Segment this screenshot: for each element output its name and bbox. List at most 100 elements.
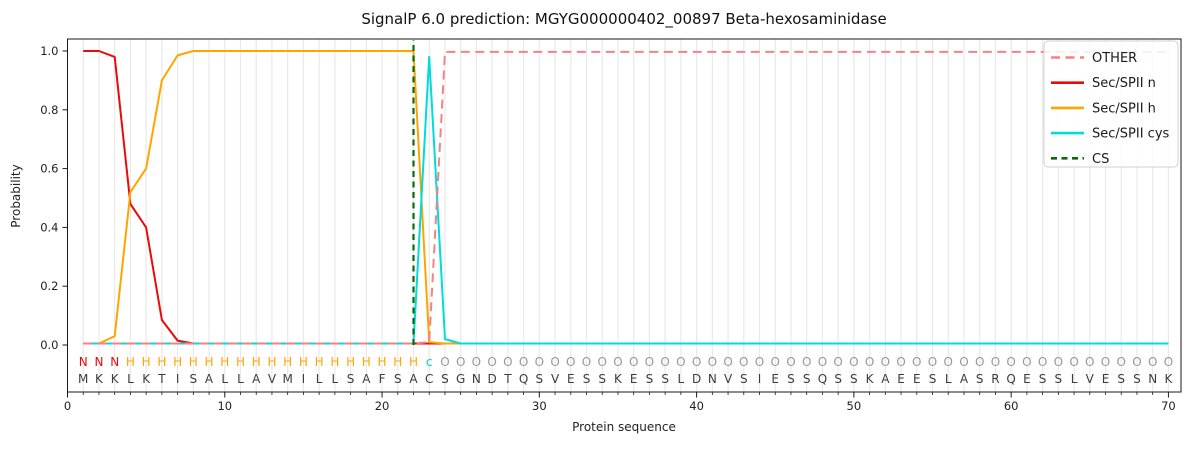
sequence-letter: S — [929, 372, 937, 386]
sequence-letter: K — [1164, 372, 1173, 386]
y-tick-label: 0.6 — [40, 162, 58, 176]
annotation-letter: O — [535, 355, 544, 369]
annotation-letter: O — [613, 355, 622, 369]
annotation-letter: O — [944, 355, 953, 369]
x-tick-label: 60 — [1004, 399, 1019, 413]
sequence-letter: S — [740, 372, 748, 386]
series-line-sec-spii-h — [83, 50, 1169, 345]
sequence-letter: L — [1071, 372, 1078, 386]
sequence-letter: V — [1086, 372, 1095, 386]
annotation-letter: O — [660, 355, 669, 369]
legend-box — [1043, 40, 1179, 168]
sequence-letter: A — [205, 372, 214, 386]
annotation-letter: N — [79, 355, 88, 369]
annotation-letter: H — [173, 355, 182, 369]
sequence-letter: S — [394, 372, 402, 386]
y-tick-label: 0.4 — [40, 220, 58, 234]
annotation-letter: O — [1006, 355, 1015, 369]
x-tick-label: 0 — [64, 399, 71, 413]
annotation-letter: H — [362, 355, 371, 369]
series-line-sec-spii-n — [83, 50, 1169, 345]
annotation-letter: H — [330, 355, 339, 369]
annotation-letter: O — [849, 355, 858, 369]
annotation-letter: H — [409, 355, 418, 369]
sequence-letter: K — [95, 372, 104, 386]
sequence-letter: I — [302, 372, 306, 386]
x-tick-label: 50 — [847, 399, 862, 413]
y-tick-label: 0.0 — [40, 338, 58, 352]
annotation-letter: O — [739, 355, 748, 369]
sequence-letter: S — [803, 372, 811, 386]
annotation-letter: O — [991, 355, 1000, 369]
y-tick-label: 1.0 — [40, 44, 58, 58]
sequence-letter: S — [976, 372, 984, 386]
sequence-letter: S — [441, 372, 449, 386]
sequence-letter: S — [646, 372, 654, 386]
annotation-letter: H — [299, 355, 308, 369]
sequence-letter: K — [111, 372, 120, 386]
sequence-letter: D — [692, 372, 701, 386]
sequence-letter: A — [960, 372, 969, 386]
annotation-letter: c — [426, 355, 433, 369]
annotation-letter: O — [755, 355, 764, 369]
sequence-letter: R — [991, 372, 999, 386]
annotation-letter: H — [189, 355, 198, 369]
sequence-letter: A — [881, 372, 890, 386]
annotation-letter: O — [1132, 355, 1141, 369]
annotation-letter: O — [802, 355, 811, 369]
annotation-letter: O — [582, 355, 591, 369]
annotation-letter: O — [629, 355, 638, 369]
annotation-letter: H — [346, 355, 355, 369]
annotation-letter: O — [692, 355, 701, 369]
annotation-letter: O — [771, 355, 780, 369]
annotation-letter: H — [205, 355, 214, 369]
annotation-letter: H — [252, 355, 261, 369]
sequence-letter: K — [142, 372, 151, 386]
sequence-letter: E — [897, 372, 905, 386]
gridlines — [82, 39, 1170, 392]
plot-border — [67, 38, 1182, 393]
annotation-letter: H — [236, 355, 245, 369]
annotation-letter: O — [456, 355, 465, 369]
y-axis: 0.0 0.2 0.4 0.6 0.8 1.0 — [40, 44, 68, 352]
annotation-letter: O — [912, 355, 921, 369]
sequence-letter: M — [78, 372, 88, 386]
legend: OTHER Sec/SPII n Sec/SPII h Sec/SPII cys CS — [1043, 40, 1179, 168]
sequence-letter: L — [332, 372, 339, 386]
annotation-letter: O — [1164, 355, 1173, 369]
sequence-letter: E — [567, 372, 575, 386]
sequence-letter: L — [221, 372, 228, 386]
annotation-letter: H — [220, 355, 229, 369]
annotation-letter: O — [503, 355, 512, 369]
sequence-letter: L — [678, 372, 685, 386]
annotation-letter: O — [881, 355, 890, 369]
y-tick-label: 0.8 — [40, 103, 58, 117]
sequence-letter: E — [1102, 372, 1110, 386]
sequence-letter: S — [347, 372, 355, 386]
legend-label: Sec/SPII n — [1092, 76, 1156, 91]
annotation-letter: H — [315, 355, 324, 369]
legend-label: CS — [1092, 152, 1109, 167]
annotation-letter: H — [126, 355, 135, 369]
sequence-letter: S — [1133, 372, 1141, 386]
annotation-letter: O — [440, 355, 449, 369]
sequence-letter: S — [536, 372, 544, 386]
annotation-letter: N — [110, 355, 119, 369]
sequence-letter: A — [362, 372, 371, 386]
sequence-letter: L — [237, 372, 244, 386]
annotation-letter: O — [708, 355, 717, 369]
series-line-sec-spii-cys — [83, 55, 1169, 345]
sequence-letter: Q — [519, 372, 528, 386]
annotation-letter: H — [267, 355, 276, 369]
annotation-letter: O — [472, 355, 481, 369]
annotation-letter: O — [1069, 355, 1078, 369]
annotation-letter: O — [1038, 355, 1047, 369]
annotation-letter: O — [1054, 355, 1063, 369]
annotation-letter: O — [550, 355, 559, 369]
sequence-letter: S — [850, 372, 858, 386]
x-tick-label: 40 — [689, 399, 704, 413]
sequence-letter: E — [771, 372, 779, 386]
sequence-letter: L — [127, 372, 134, 386]
